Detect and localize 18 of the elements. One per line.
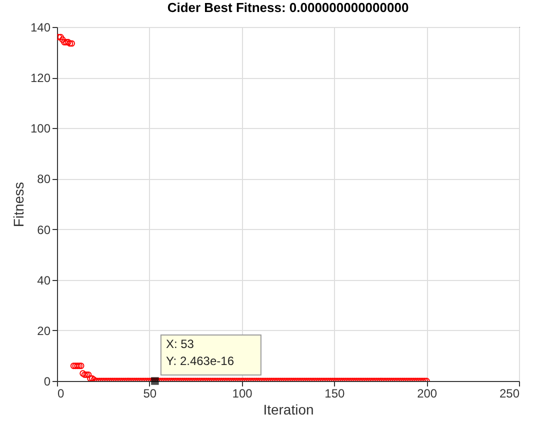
x-tick-label: 250: [499, 386, 520, 400]
x-tick-label: 100: [232, 386, 253, 400]
y-axis-title: Fitness: [10, 182, 26, 228]
y-tick-label: 140: [30, 20, 51, 34]
x-axis-title: Iteration: [263, 402, 314, 418]
x-tick-label: 150: [324, 386, 346, 400]
y-tick-label: 20: [37, 324, 51, 338]
y-tick-label: 60: [37, 222, 51, 237]
y-tick-label: 40: [37, 273, 51, 288]
x-tick-label: 50: [143, 386, 157, 400]
chart-title: Cider Best Fitness: 0.000000000000000: [167, 0, 409, 15]
y-tick-label: 120: [30, 71, 51, 86]
x-tick-label: 0: [58, 386, 64, 400]
annotation: X: 53 Y: 2.463e-16: [166, 337, 234, 368]
y-tick-label: 0: [44, 374, 51, 388]
y-tick-label: 100: [30, 122, 51, 136]
x-tick-label: 200: [417, 386, 438, 400]
y-tick-label: 80: [37, 172, 51, 186]
